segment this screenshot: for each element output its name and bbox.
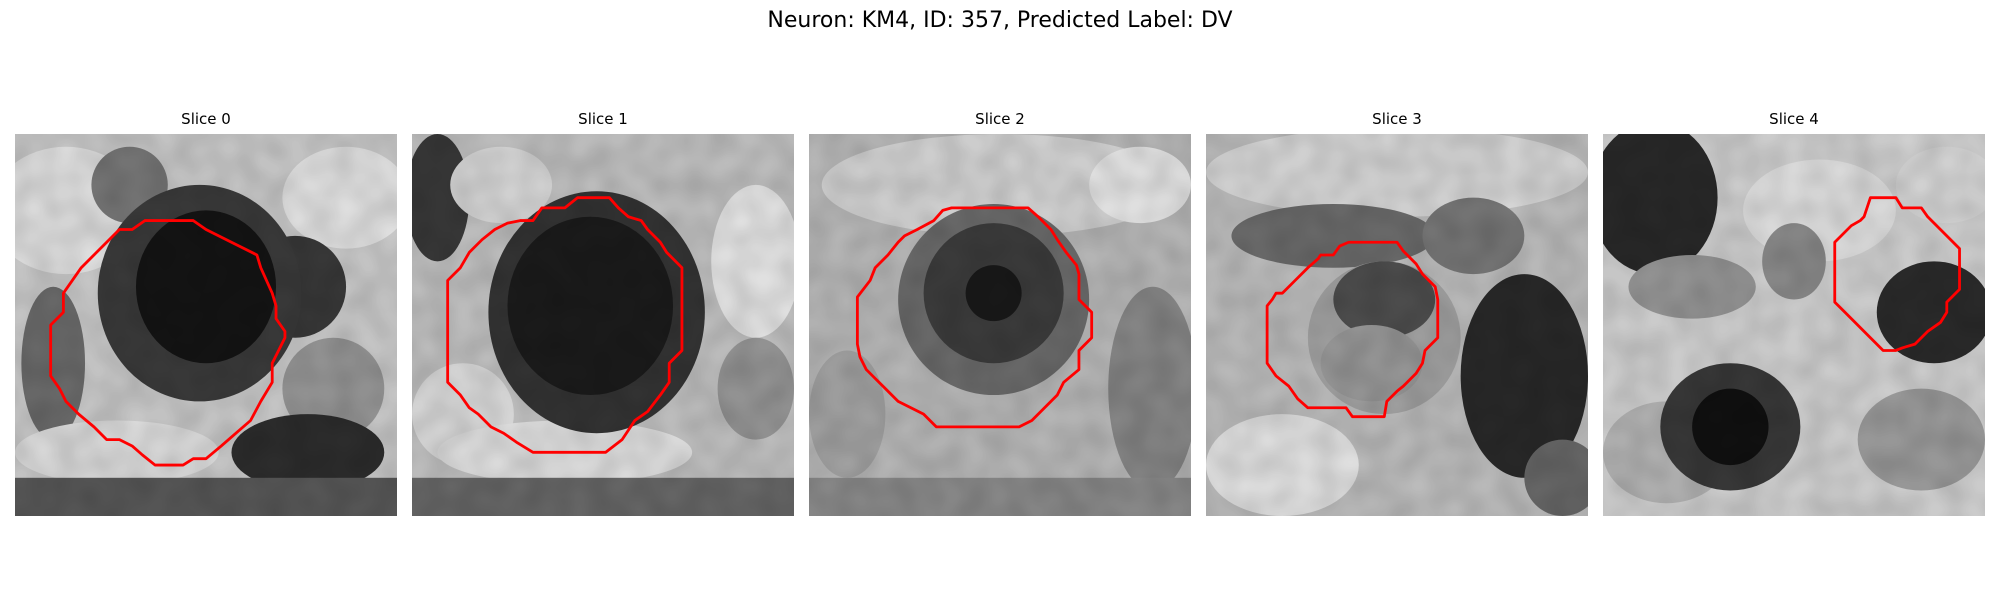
slice-title-4: Slice 4 [1769,110,1819,128]
slice-title-1: Slice 1 [578,110,628,128]
roi-contour-3 [1265,240,1440,419]
roi-contour-0 [49,219,287,467]
roi-contour-4 [1833,196,1961,352]
slice-image-0 [15,134,397,516]
slice-image-4 [1603,134,1985,516]
slice-title-2: Slice 2 [975,110,1025,128]
slice-image-1 [412,134,794,516]
slice-title-3: Slice 3 [1372,110,1422,128]
slice-image-3 [1206,134,1588,516]
slice-panel-0: Slice 0 [15,110,397,520]
roi-contour-1 [446,196,684,454]
slice-panel-2: Slice 2 [809,110,1191,520]
slice-panel-4: Slice 4 [1603,110,1985,520]
figure-title: Neuron: KM4, ID: 357, Predicted Label: D… [767,8,1233,33]
roi-contour-2 [855,206,1094,429]
slice-panel-1: Slice 1 [412,110,794,520]
slice-panel-3: Slice 3 [1206,110,1588,520]
slice-title-0: Slice 0 [181,110,231,128]
slice-image-2 [809,134,1191,516]
